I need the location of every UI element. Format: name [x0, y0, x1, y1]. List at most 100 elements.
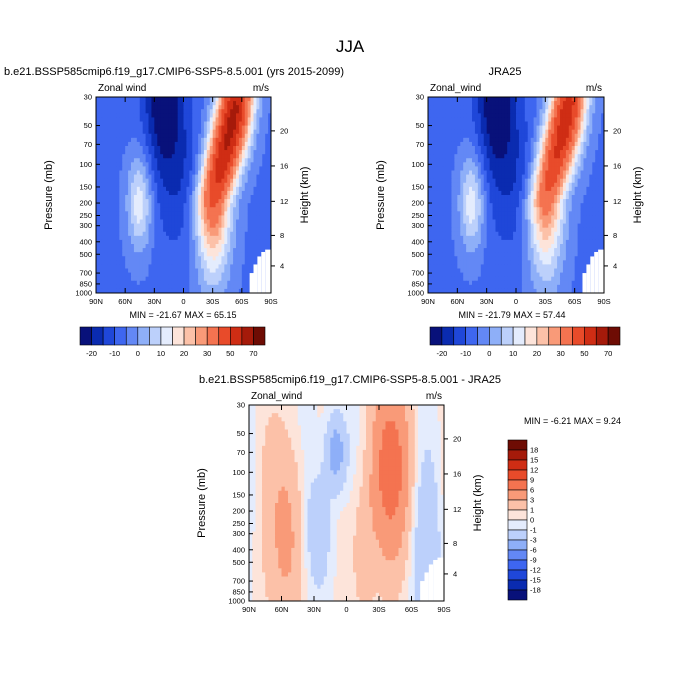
contour-cell [554, 105, 558, 110]
contour-cell [577, 141, 581, 147]
contour-cell [110, 121, 114, 126]
contour-cell [250, 162, 254, 167]
contour-cell [224, 244, 228, 249]
contour-cell [151, 215, 155, 220]
contour-cell [125, 146, 129, 151]
contour-cell [501, 207, 505, 212]
contour-cell [451, 227, 455, 233]
contour-cell [104, 158, 109, 163]
contour-cell [215, 178, 219, 184]
contour-cell [145, 207, 149, 212]
contour-cell [250, 227, 254, 233]
contour-cell [209, 182, 214, 188]
contour-cell [133, 101, 138, 106]
contour-cell [571, 199, 576, 204]
contour-cell [451, 125, 455, 131]
contour-cell [586, 166, 590, 171]
contour-cell [174, 219, 179, 224]
contour-cell [125, 207, 129, 212]
contour-cell [521, 101, 526, 106]
contour-cell [268, 150, 272, 155]
contour-cell [218, 154, 222, 159]
contour-cell [125, 272, 129, 278]
contour-cell [186, 174, 190, 180]
contour-cell [145, 129, 149, 135]
contour-cell [119, 227, 123, 233]
contour-cell [209, 248, 214, 253]
contour-cell [442, 215, 446, 220]
contour-cell [113, 162, 117, 167]
contour-cell [221, 154, 225, 159]
contour-cell [486, 113, 490, 118]
contour-cell [224, 284, 228, 290]
contour-cell [133, 264, 138, 269]
contour-cell [536, 215, 540, 220]
contour-cell [442, 101, 446, 106]
contour-cell [262, 129, 266, 135]
contour-cell [238, 182, 243, 188]
contour-cell [448, 97, 452, 102]
contour-cell [171, 186, 176, 192]
contour-cell [241, 166, 246, 171]
colorbar-box [114, 326, 127, 346]
contour-cell [122, 284, 126, 290]
contour-cell [168, 133, 173, 139]
contour-cell [518, 121, 523, 126]
contour-cell [230, 146, 234, 151]
y-tick-label: 850 [79, 279, 92, 288]
contour-cell [122, 268, 126, 273]
contour-cell [489, 146, 493, 151]
contour-cell [174, 186, 179, 192]
contour-cell [186, 133, 190, 139]
contour-cell [96, 125, 100, 131]
contour-cell [253, 162, 257, 167]
contour-cell [501, 170, 505, 175]
contour-cell [116, 121, 120, 126]
contour-cell [527, 133, 532, 139]
contour-cell [96, 109, 100, 114]
contour-cell [524, 190, 529, 196]
contour-cell [439, 125, 444, 131]
contour-cell [436, 113, 441, 118]
contour-cell [524, 170, 529, 175]
contour-cell [250, 239, 254, 245]
contour-cell [551, 109, 555, 114]
contour-cell [198, 199, 202, 204]
contour-cell [521, 211, 526, 216]
contour-cell [131, 137, 135, 143]
contour-cell [131, 117, 135, 122]
terrain-block [261, 251, 266, 293]
contour-cell [457, 133, 461, 139]
contour-cell [148, 137, 152, 143]
contour-cell [154, 268, 158, 273]
contour-cell [548, 199, 552, 204]
contour-cell [221, 162, 225, 167]
contour-cell [136, 137, 141, 143]
contour-cell [518, 231, 523, 237]
contour-cell [139, 272, 144, 278]
contour-cell [568, 117, 573, 122]
contour-cell [545, 211, 549, 216]
contour-cell [160, 174, 164, 180]
contour-cell [244, 199, 249, 204]
contour-cell [457, 170, 461, 175]
contour-cell [430, 141, 435, 147]
contour-cell [221, 129, 225, 135]
contour-cell [489, 215, 493, 220]
contour-cell [230, 174, 234, 180]
contour-cell [168, 190, 173, 196]
contour-cell [510, 154, 514, 159]
y-tick-label: 200 [79, 199, 92, 208]
contour-cell [230, 133, 234, 139]
contour-cell [157, 235, 161, 241]
contour-cell [128, 231, 132, 237]
contour-cell [551, 195, 555, 200]
contour-cell [244, 211, 249, 216]
contour-cell [157, 154, 161, 159]
contour-cell [163, 109, 167, 114]
colorbar-box [125, 326, 139, 346]
contour-cell [212, 190, 216, 196]
contour-cell [116, 284, 120, 290]
contour-cell [247, 256, 251, 261]
contour-cell [256, 170, 260, 175]
